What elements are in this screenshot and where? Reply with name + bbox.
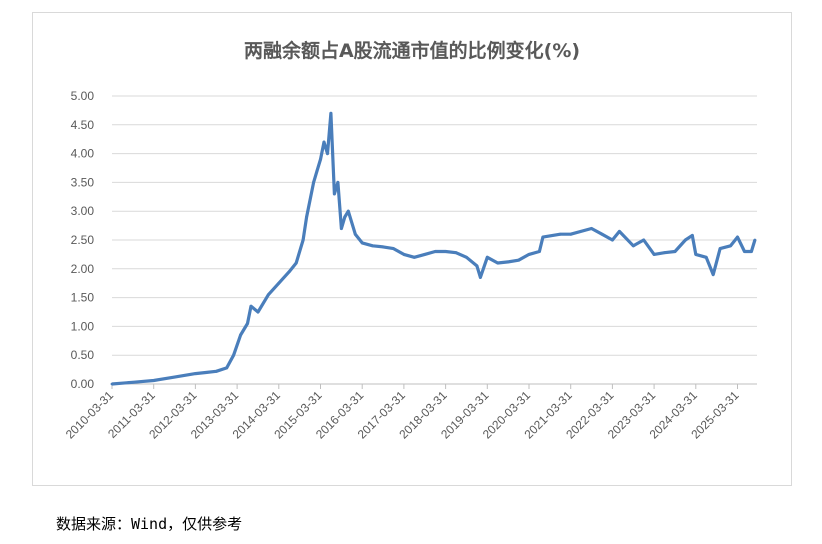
- data-point: [444, 250, 447, 253]
- data-point: [736, 235, 739, 239]
- data-point: [266, 293, 270, 297]
- data-point: [454, 251, 458, 255]
- data-point: [256, 310, 260, 314]
- data-point: [225, 366, 229, 370]
- data-point: [465, 255, 468, 259]
- data-point: [173, 375, 176, 379]
- source-note: 数据来源：Wind，仅供参考: [56, 515, 243, 533]
- data-point: [239, 333, 242, 337]
- data-point: [423, 253, 427, 256]
- data-point: [336, 181, 340, 184]
- data-point: [711, 273, 715, 276]
- y-tick-label: 0.00: [71, 377, 95, 391]
- data-point: [475, 264, 479, 268]
- data-point: [371, 244, 375, 248]
- data-point: [110, 382, 114, 386]
- data-point: [433, 250, 437, 253]
- data-point: [611, 238, 614, 242]
- data-point: [673, 250, 677, 253]
- data-point: [694, 253, 698, 256]
- data-point: [315, 169, 319, 173]
- data-point: [569, 232, 573, 236]
- data-point: [287, 270, 291, 274]
- y-tick-label: 4.50: [71, 118, 95, 132]
- data-point: [496, 261, 500, 265]
- data-point: [600, 232, 604, 236]
- data-point: [704, 255, 708, 259]
- data-point: [294, 261, 298, 265]
- data-point: [249, 304, 253, 308]
- data-point: [558, 232, 562, 236]
- y-tick-label: 2.50: [71, 233, 95, 247]
- y-tick-label: 5.00: [71, 89, 95, 103]
- data-point: [631, 244, 635, 248]
- data-point: [360, 241, 364, 245]
- data-point: [343, 215, 347, 219]
- y-tick-label: 3.00: [71, 204, 95, 218]
- y-tick-label: 1.00: [71, 319, 95, 333]
- data-point: [652, 253, 656, 256]
- data-point: [617, 229, 621, 233]
- data-point: [194, 372, 197, 376]
- data-point: [301, 238, 305, 242]
- y-tick-label: 4.00: [71, 147, 95, 161]
- y-tick-label: 0.50: [71, 348, 95, 362]
- data-point: [590, 227, 593, 230]
- data-point: [750, 250, 753, 253]
- data-point: [412, 255, 416, 259]
- data-point: [305, 215, 308, 219]
- data-point: [517, 258, 520, 262]
- data-point: [718, 247, 722, 251]
- data-point: [322, 140, 326, 144]
- data-point: [329, 111, 333, 115]
- data-point: [353, 232, 357, 236]
- y-tick-label: 1.50: [71, 291, 95, 305]
- data-point: [381, 245, 385, 249]
- data-point: [131, 380, 135, 384]
- data-point: [277, 281, 281, 285]
- data-point: [152, 379, 156, 382]
- chart-title: 两融余额占A股流通市值的比例变化(%): [243, 40, 581, 62]
- y-tick-label: 3.50: [71, 175, 95, 189]
- data-point: [690, 233, 694, 237]
- data-point: [683, 238, 687, 242]
- data-point: [538, 250, 541, 253]
- data-point: [204, 371, 208, 374]
- data-point: [346, 209, 350, 213]
- data-point: [527, 253, 531, 256]
- data-point: [506, 260, 510, 264]
- data-point: [743, 250, 746, 253]
- data-point: [312, 181, 315, 184]
- data-point: [214, 369, 218, 373]
- data-point: [319, 157, 322, 161]
- data-point: [753, 238, 757, 242]
- data-point: [392, 247, 395, 251]
- data-point: [333, 192, 336, 196]
- data-point: [339, 227, 343, 230]
- data-point: [232, 353, 236, 357]
- data-point: [326, 152, 329, 156]
- chart-frame: [32, 12, 792, 486]
- data-point: [729, 244, 732, 248]
- data-point: [478, 276, 482, 279]
- y-tick-label: 2.00: [71, 262, 95, 276]
- data-point: [642, 238, 646, 242]
- data-point: [402, 253, 406, 256]
- data-point: [541, 235, 545, 239]
- data-point: [246, 322, 249, 325]
- data-point: [663, 251, 666, 255]
- data-point: [485, 255, 489, 259]
